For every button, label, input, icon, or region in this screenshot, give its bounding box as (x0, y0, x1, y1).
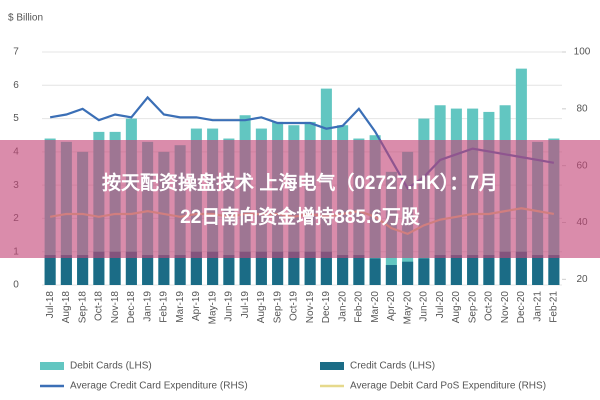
bar (272, 251, 284, 285)
x-tick-label: Jun-20 (419, 291, 430, 322)
x-tick-label: Apr-19 (191, 291, 202, 321)
x-tick-label: Sep-20 (467, 291, 478, 324)
legend-swatch (320, 362, 344, 370)
bar (434, 255, 446, 285)
x-tick-label: Nov-19 (305, 291, 316, 324)
bar (467, 255, 479, 285)
bar (207, 251, 219, 285)
x-tick-label: Mar-19 (175, 291, 186, 323)
x-tick-label: Jan-20 (337, 291, 348, 322)
bar (125, 251, 137, 285)
y-axis-label: $ Billion (8, 13, 43, 24)
bar (255, 251, 267, 285)
x-tick-label: Dec-20 (516, 291, 527, 324)
legend-label: Average Credit Card Expenditure (RHS) (70, 381, 248, 392)
y2-tick-label: 20 (576, 274, 588, 285)
bar (190, 251, 202, 285)
x-tick-label: Jan-19 (142, 291, 153, 322)
bar (288, 251, 300, 285)
legend-swatch (40, 362, 64, 370)
x-tick-label: Aug-19 (256, 291, 267, 324)
x-tick-label: Feb-20 (354, 291, 365, 323)
bar (369, 258, 381, 285)
x-tick-label: Jan-21 (532, 291, 543, 322)
bar (353, 255, 365, 285)
bar (320, 251, 332, 285)
y-tick-label: 7 (13, 47, 19, 58)
banner-line: 按天配资操盘技术 上海电气（02727.HK）：7月 (102, 171, 498, 194)
x-tick-label: Jul-19 (240, 291, 251, 319)
bar (450, 255, 462, 285)
y-tick-label: 6 (13, 80, 19, 91)
bar (77, 255, 89, 285)
x-tick-label: Sep-19 (272, 291, 283, 324)
legend-label: Debit Cards (LHS) (70, 361, 152, 372)
legend-label: Credit Cards (LHS) (350, 361, 435, 372)
banner-background (0, 140, 600, 258)
x-tick-label: Oct-18 (94, 291, 105, 321)
bar (142, 255, 154, 285)
x-tick-label: Oct-20 (484, 291, 495, 321)
x-tick-label: May-20 (402, 291, 413, 325)
bar (499, 251, 511, 285)
bar (337, 255, 349, 285)
legend-label: Average Debit Card PoS Expenditure (RHS) (350, 381, 546, 392)
y2-tick-label: 80 (576, 103, 588, 114)
bar (109, 251, 121, 285)
y-tick-label: 5 (13, 113, 19, 124)
bar (60, 255, 72, 285)
x-tick-label: Oct-19 (289, 291, 300, 321)
bar (239, 251, 251, 285)
y-tick-label: 0 (13, 280, 19, 291)
bar (385, 265, 397, 285)
bar (418, 258, 430, 285)
x-tick-label: Aug-20 (451, 291, 462, 324)
x-tick-label: Jul-20 (435, 291, 446, 319)
bar (515, 251, 527, 285)
bar (44, 255, 56, 285)
x-tick-label: May-19 (207, 291, 218, 325)
x-tick-label: Feb-21 (549, 291, 560, 323)
x-tick-label: Nov-18 (110, 291, 121, 324)
x-tick-label: Aug-18 (61, 291, 72, 324)
x-tick-label: Apr-20 (386, 291, 397, 321)
bar (158, 255, 170, 285)
bar (304, 251, 316, 285)
y2-tick-label: 100 (574, 47, 591, 58)
bar (402, 261, 414, 285)
x-tick-label: Sep-18 (77, 291, 88, 324)
bar (93, 251, 105, 285)
banner-line: 22日南向资金增持885.6万股 (180, 205, 420, 228)
bar (223, 255, 235, 285)
bar (532, 255, 544, 285)
x-tick-label: Mar-20 (370, 291, 381, 323)
x-tick-label: Feb-19 (159, 291, 170, 323)
x-tick-label: Jun-19 (224, 291, 235, 322)
x-tick-label: Dec-18 (126, 291, 137, 324)
x-tick-label: Dec-19 (321, 291, 332, 324)
bar (483, 255, 495, 285)
x-tick-label: Jul-18 (45, 291, 56, 319)
x-tick-label: Nov-20 (500, 291, 511, 324)
bar (174, 255, 186, 285)
bar (548, 255, 560, 285)
